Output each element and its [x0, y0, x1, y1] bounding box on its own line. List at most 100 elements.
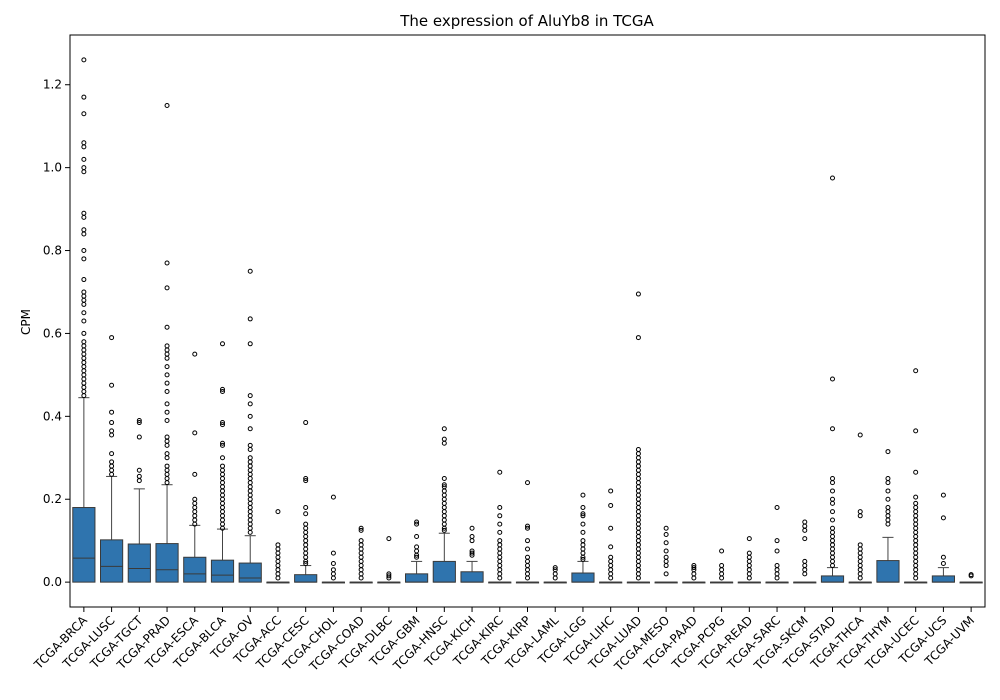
- outlier-point: [81, 380, 87, 386]
- outlier-point: [580, 513, 586, 519]
- outlier-point: [247, 471, 253, 477]
- outlier-point: [247, 413, 253, 419]
- outlier-point: [830, 525, 835, 531]
- outlier-point: [247, 484, 253, 490]
- outlier-point: [802, 571, 808, 577]
- outlier-point: [81, 343, 87, 349]
- outlier-point: [414, 544, 420, 550]
- outlier-point: [580, 511, 586, 517]
- outlier-point: [830, 517, 835, 523]
- outlier-point: [774, 571, 780, 577]
- outlier-point: [525, 554, 530, 560]
- outlier-point: [580, 538, 586, 544]
- outlier-point: [109, 463, 115, 469]
- outlier-point: [303, 554, 309, 560]
- outlier-point: [913, 525, 919, 531]
- outlier-point: [719, 563, 725, 569]
- outlier-point: [386, 573, 392, 579]
- outlier-point: [913, 554, 919, 560]
- outlier-point: [109, 451, 115, 457]
- outlier-point: [275, 567, 281, 573]
- outlier-point: [913, 500, 919, 506]
- outlier-point: [441, 505, 447, 511]
- outlier-point: [441, 521, 447, 527]
- outlier-point: [164, 463, 170, 469]
- outlier-point: [81, 289, 87, 295]
- outlier-point: [913, 563, 919, 569]
- outlier-point: [303, 478, 309, 484]
- outlier-point: [497, 529, 503, 535]
- outlier-point: [525, 563, 530, 569]
- outlier-point: [746, 558, 752, 564]
- outlier-point: [81, 231, 87, 237]
- outlier-point: [802, 536, 808, 542]
- outlier-point: [913, 542, 919, 548]
- outlier-point: [247, 476, 253, 482]
- outlier-point: [136, 473, 142, 479]
- outlier-point: [136, 417, 142, 423]
- outlier-point: [635, 496, 641, 502]
- outlier-point: [220, 386, 225, 392]
- outlier-point: [220, 341, 225, 347]
- outlier-point: [247, 426, 253, 432]
- outlier-point: [635, 471, 641, 477]
- outlier-point: [81, 165, 87, 171]
- outlier-point: [81, 144, 87, 150]
- outlier-point: [303, 538, 309, 544]
- outlier-point: [830, 500, 835, 506]
- outlier-point: [968, 573, 974, 579]
- outlier-point: [220, 442, 225, 448]
- outlier-point: [220, 420, 225, 426]
- outlier-point: [330, 571, 336, 577]
- outlier-point: [635, 505, 641, 511]
- outlier-point: [830, 563, 835, 569]
- outlier-point: [164, 476, 170, 482]
- outlier-point: [525, 538, 530, 544]
- outlier-point: [913, 505, 919, 511]
- outlier-point: [497, 567, 503, 573]
- outlier-point: [164, 343, 170, 349]
- outlier-point: [275, 563, 281, 569]
- outlier-point: [109, 420, 115, 426]
- outlier-point: [164, 351, 170, 357]
- outlier-point: [913, 469, 919, 475]
- box: [876, 560, 900, 583]
- outlier-point: [857, 571, 863, 577]
- outlier-point: [192, 521, 198, 527]
- outlier-point: [857, 554, 863, 560]
- outlier-point: [441, 482, 447, 488]
- outlier-point: [441, 527, 447, 533]
- chart-title: The expression of AluYb8 in TCGA: [399, 12, 654, 30]
- outlier-point: [414, 519, 420, 525]
- outlier-point: [663, 558, 669, 564]
- outlier-point: [580, 550, 586, 556]
- outlier-point: [663, 531, 669, 537]
- outlier-point: [81, 227, 87, 233]
- outlier-point: [441, 525, 447, 531]
- outlier-point: [857, 550, 863, 556]
- outlier-point: [746, 536, 752, 542]
- outlier-point: [719, 571, 725, 577]
- outlier-point: [81, 330, 87, 336]
- outlier-point: [635, 492, 641, 498]
- outlier-point: [913, 575, 919, 581]
- outlier-point: [830, 480, 835, 486]
- outlier-point: [303, 534, 309, 540]
- outlier-point: [81, 368, 87, 374]
- outlier-point: [635, 451, 641, 457]
- outlier-point: [303, 558, 309, 564]
- outlier-point: [608, 563, 614, 569]
- outlier-point: [81, 393, 87, 399]
- outlier-point: [247, 500, 253, 506]
- outlier-point: [220, 505, 225, 511]
- outlier-point: [746, 554, 752, 560]
- outlier-point: [164, 102, 170, 108]
- outlier-point: [885, 476, 891, 482]
- outlier-point: [164, 380, 170, 386]
- outlier-point: [746, 563, 752, 569]
- outlier-point: [608, 525, 614, 531]
- outlier-point: [136, 420, 142, 426]
- outlier-point: [303, 476, 309, 482]
- outlier-point: [885, 509, 891, 515]
- outlier-point: [580, 529, 586, 535]
